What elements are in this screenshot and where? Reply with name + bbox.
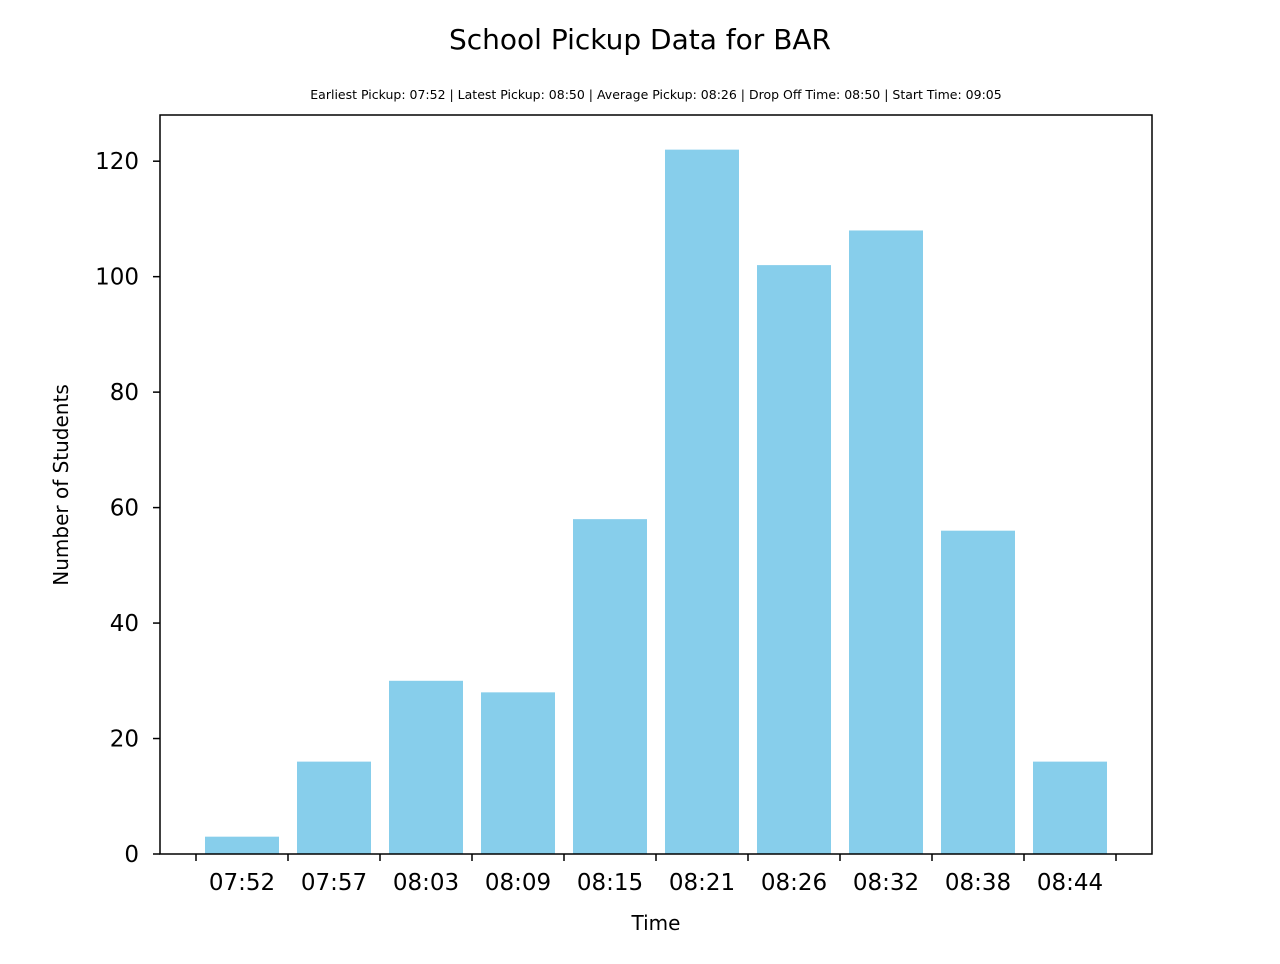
x-tick-label: 08:44 [1037,870,1103,896]
x-tick-label: 08:03 [393,870,459,896]
bars-layer [205,149,1107,854]
x-tick-label: 08:32 [853,870,919,896]
bar-0832 [849,230,923,854]
y-tick-label: 20 [110,727,139,753]
chart-subtitle: Earliest Pickup: 07:52 | Latest Pickup: … [310,87,1001,102]
x-tick-label: 08:15 [577,870,643,896]
chart-title: School Pickup Data for BAR [449,23,831,56]
x-tick-label: 08:38 [945,870,1011,896]
bar-0809 [481,692,555,854]
plot-frame [159,114,1153,855]
bar-0815 [573,519,647,854]
y-tick-label: 40 [110,611,139,637]
x-tick-label: 08:21 [669,870,735,896]
bar-0752 [205,836,279,854]
y-tick-label: 60 [110,496,139,522]
bar-0803 [389,680,463,854]
bar-0844 [1033,761,1107,854]
x-tick-label: 08:26 [761,870,827,896]
x-axis-label: Time [631,911,681,935]
bar-0757 [297,761,371,854]
y-tick-label: 120 [95,149,139,175]
bar-0838 [941,530,1015,854]
bar-0826 [757,265,831,854]
x-tick-label: 07:57 [301,870,367,896]
y-tick-label: 80 [110,380,139,406]
y-tick-label: 100 [95,265,139,291]
y-axis-label: Number of Students [49,384,73,585]
x-axis: 07:52 07:57 08:03 08:09 08:15 08:21 08:26 08:32… [195,854,1117,896]
bar-0821 [665,149,739,854]
y-axis: 0 20 40 60 80 100 120 [95,149,160,868]
y-tick-label: 0 [124,842,139,868]
x-tick-label: 07:52 [209,870,275,896]
x-tick-label: 08:09 [485,870,551,896]
